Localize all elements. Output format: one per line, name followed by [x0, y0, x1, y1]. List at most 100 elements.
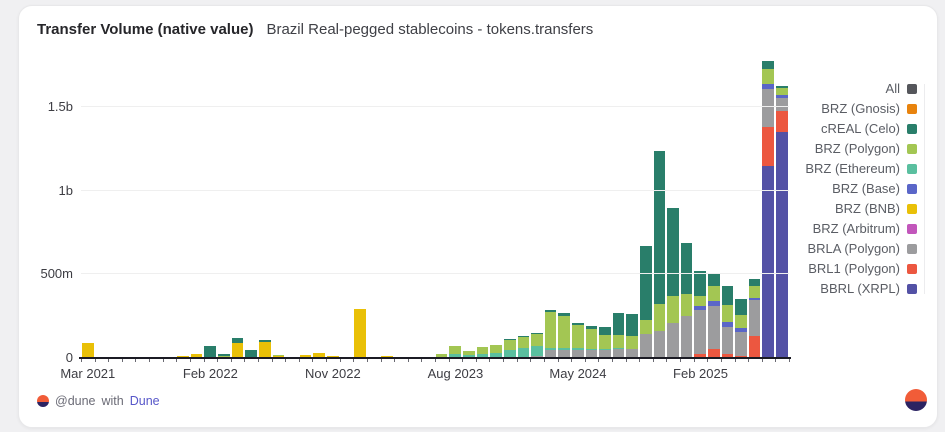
bar-segment	[354, 309, 366, 358]
bar[interactable]	[218, 56, 230, 358]
bar[interactable]	[585, 56, 598, 358]
bar-segment	[463, 355, 475, 358]
bar[interactable]	[531, 56, 543, 358]
legend-label: All	[885, 81, 900, 96]
axis-tick	[81, 359, 82, 362]
bar[interactable]	[544, 56, 557, 358]
legend-item-bbrl-xrpl[interactable]: BBRL (XRPL)	[820, 282, 917, 295]
legend-item-brz-ethereum[interactable]: BRZ (Ethereum)	[805, 162, 917, 175]
bar[interactable]	[762, 56, 775, 358]
legend-item-all[interactable]: All	[886, 82, 917, 95]
bar-segment	[612, 335, 625, 349]
bar[interactable]	[748, 56, 761, 358]
bar[interactable]	[694, 56, 707, 358]
bar[interactable]	[204, 56, 217, 358]
bar[interactable]	[463, 56, 475, 358]
bar[interactable]	[490, 56, 502, 358]
bar[interactable]	[367, 56, 380, 358]
bar-segment	[776, 111, 788, 133]
bar[interactable]	[245, 56, 257, 358]
axis-tick	[353, 359, 355, 362]
bar[interactable]	[395, 56, 407, 358]
bar[interactable]	[258, 56, 271, 358]
axis-tick	[176, 359, 178, 362]
bar-segment	[585, 326, 598, 329]
bar[interactable]	[721, 56, 734, 358]
bar[interactable]	[626, 56, 638, 358]
bar[interactable]	[599, 56, 611, 358]
bar[interactable]	[272, 56, 285, 358]
legend-item-brla-polygon[interactable]: BRLA (Polygon)	[808, 242, 917, 255]
bar-segment	[708, 274, 720, 286]
attribution-brand-link[interactable]: Dune	[129, 394, 160, 408]
bar[interactable]	[231, 56, 244, 358]
bar[interactable]	[163, 56, 176, 358]
legend-item-brz-gnosis[interactable]: BRZ (Gnosis)	[821, 102, 917, 115]
gridline	[81, 189, 789, 191]
x-tick-label: Mar 2021	[60, 366, 116, 381]
bar-segment	[231, 337, 244, 344]
bar[interactable]	[708, 56, 720, 358]
bar[interactable]	[340, 56, 353, 358]
bar[interactable]	[435, 56, 448, 358]
bar-segment	[762, 127, 775, 166]
bar[interactable]	[449, 56, 462, 358]
bar[interactable]	[571, 56, 584, 358]
bar[interactable]	[122, 56, 135, 358]
legend-item-brz-polygon[interactable]: BRZ (Polygon)	[815, 142, 917, 155]
bar[interactable]	[286, 56, 298, 358]
legend-item-brz-bnb[interactable]: BRZ (BNB)	[835, 202, 917, 215]
bar[interactable]	[517, 56, 530, 358]
bar[interactable]	[150, 56, 162, 358]
bar[interactable]	[381, 56, 394, 358]
bar-segment	[612, 348, 625, 350]
axis-tick	[162, 359, 164, 362]
axis-tick	[380, 359, 382, 362]
bar[interactable]	[299, 56, 312, 358]
bar[interactable]	[735, 56, 747, 358]
legend-item-creal-celo[interactable]: cREAL (Celo)	[821, 122, 917, 135]
bar-segment	[721, 286, 734, 305]
bar[interactable]	[177, 56, 189, 358]
bar[interactable]	[639, 56, 652, 358]
bar-segment	[653, 331, 666, 358]
bar[interactable]	[667, 56, 679, 358]
bar[interactable]	[612, 56, 625, 358]
bar[interactable]	[95, 56, 108, 358]
bar-segment	[776, 87, 788, 96]
bar[interactable]	[476, 56, 489, 358]
axis-tick	[503, 359, 505, 362]
legend-item-brz-base[interactable]: BRZ (Base)	[832, 182, 917, 195]
bar[interactable]	[354, 56, 366, 358]
bar[interactable]	[136, 56, 149, 358]
bar-segment	[190, 354, 203, 358]
bar[interactable]	[680, 56, 693, 358]
dune-watermark-logo[interactable]	[905, 389, 927, 411]
bar[interactable]	[558, 56, 570, 358]
bar[interactable]	[422, 56, 434, 358]
bar[interactable]	[776, 56, 788, 358]
bar[interactable]	[313, 56, 325, 358]
legend-item-brl1-polygon[interactable]: BRL1 (Polygon)	[808, 262, 917, 275]
axis-tick	[598, 359, 600, 362]
legend-item-brz-arbitrum[interactable]: BRZ (Arbitrum)	[813, 222, 917, 235]
bar[interactable]	[82, 56, 94, 358]
bar-segment	[531, 355, 543, 357]
y-tick-label: 500m	[40, 266, 73, 282]
bar[interactable]	[109, 56, 121, 358]
legend-scroll-track[interactable]	[924, 84, 925, 294]
bar-segment	[708, 285, 720, 301]
bar-segment	[694, 353, 707, 358]
axis-tick	[217, 359, 219, 362]
bar[interactable]	[408, 56, 421, 358]
legend-swatch-icon	[907, 123, 917, 134]
bar[interactable]	[326, 56, 339, 358]
axis-tick	[748, 359, 750, 362]
bar-segment	[735, 299, 747, 315]
legend-swatch-icon	[907, 223, 917, 234]
bar[interactable]	[190, 56, 203, 358]
bar-segment	[639, 245, 652, 320]
axis-tick	[271, 359, 273, 362]
bar[interactable]	[653, 56, 666, 358]
bar[interactable]	[503, 56, 516, 358]
